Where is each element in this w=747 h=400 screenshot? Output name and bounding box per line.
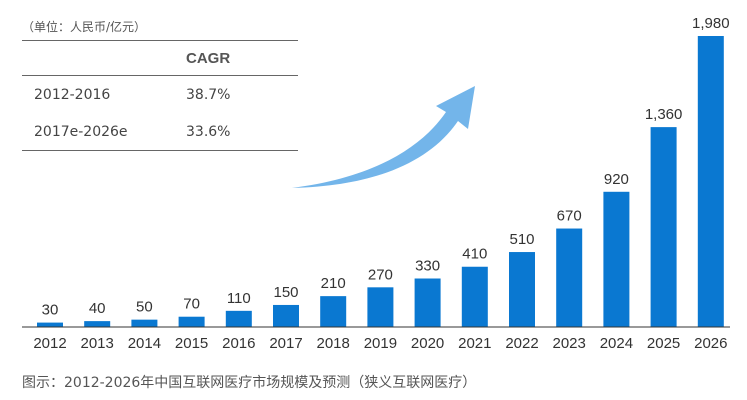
x-tick-label: 2012 [33, 335, 66, 352]
data-label: 40 [89, 300, 106, 317]
cagr-table-header: CAGR [22, 40, 298, 76]
x-tick-label: 2016 [222, 335, 255, 352]
bar-2020 [414, 278, 441, 327]
bar-2023 [556, 228, 583, 327]
data-label: 1,980 [692, 15, 730, 32]
x-tick-label: 2023 [553, 335, 586, 352]
x-tick-label: 2020 [411, 335, 444, 352]
data-label: 1,360 [645, 106, 683, 123]
growth-arrow-icon [292, 86, 475, 188]
x-tick-label: 2025 [647, 335, 680, 352]
bar-2022 [509, 252, 535, 327]
cagr-row: 2012-2016 38.7% [22, 76, 298, 113]
x-tick-label: 2021 [458, 335, 491, 352]
x-tick-label: 2018 [317, 335, 350, 352]
data-label: 270 [368, 266, 393, 283]
bar-2025 [650, 127, 677, 327]
bar-2017 [273, 304, 299, 327]
cagr-row: 2017e-2026e 33.6% [22, 113, 298, 151]
x-tick-label: 2013 [81, 335, 114, 352]
figure-caption: 图示：2012-2026年中国互联网医疗市场规模及预测（狭义互联网医疗） [22, 375, 477, 391]
x-tick-label: 2026 [694, 335, 727, 352]
data-label: 30 [42, 302, 59, 319]
data-label: 210 [321, 275, 346, 292]
x-tick-label: 2022 [505, 335, 538, 352]
data-label: 70 [183, 296, 200, 313]
bar-2021 [461, 266, 488, 327]
x-tick-label: 2019 [364, 335, 397, 352]
unit-note: （单位：人民币/亿元） [22, 20, 147, 34]
data-label: 510 [509, 231, 534, 248]
cagr-value: 38.7% [186, 86, 231, 103]
cagr-period: 2017e-2026e [34, 123, 128, 140]
cagr-value: 33.6% [186, 123, 231, 140]
data-label: 410 [462, 246, 487, 263]
cagr-header-label: CAGR [186, 49, 231, 67]
x-tick-label: 2015 [175, 335, 208, 352]
data-label: 330 [415, 258, 440, 275]
x-tick-label: 2017 [269, 335, 302, 352]
x-tick-label: 2014 [128, 335, 161, 352]
bar-2018 [320, 296, 347, 327]
data-label: 920 [604, 171, 629, 188]
bar-2015 [178, 316, 205, 327]
bar-2013 [84, 321, 111, 327]
bar-2024 [603, 191, 630, 327]
bar-2014 [131, 319, 158, 327]
x-tick-label: 2024 [600, 335, 633, 352]
bar-2026 [697, 36, 724, 327]
cagr-table: CAGR 2012-2016 38.7% 2017e-2026e 33.6% [22, 40, 298, 151]
data-label: 50 [136, 299, 153, 316]
data-label: 110 [227, 290, 251, 307]
bar-2012 [37, 322, 63, 327]
bar-2016 [225, 310, 252, 327]
data-label: 150 [273, 284, 298, 301]
bar-2019 [367, 287, 394, 327]
cagr-period: 2012-2016 [34, 86, 111, 103]
data-label: 670 [557, 208, 582, 225]
